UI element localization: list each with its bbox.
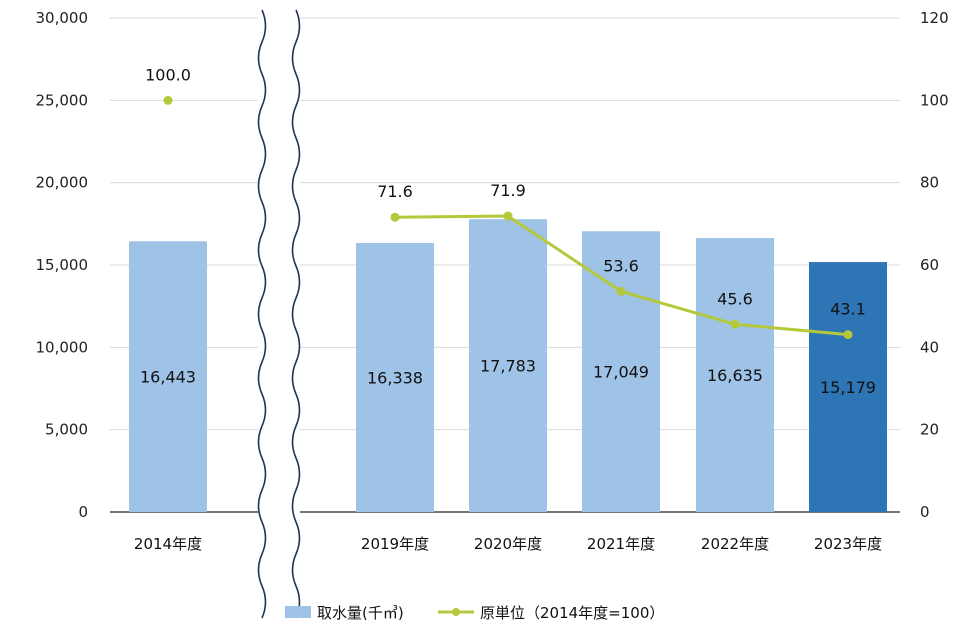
bar [129, 241, 207, 513]
bar-value-label: 17,783 [480, 357, 536, 376]
bar-value-label: 16,443 [140, 368, 196, 387]
x-tick-label: 2023年度 [814, 535, 882, 553]
line-point [843, 330, 853, 340]
line-series [163, 95, 853, 340]
bar-value-label: 17,049 [593, 363, 649, 382]
line-value-label: 53.6 [603, 256, 639, 275]
y-left-tick-label: 30,000 [36, 9, 89, 27]
x-tick-label: 2020年度 [474, 535, 542, 553]
bar-value-label: 16,635 [707, 366, 763, 385]
y-right-tick-label: 0 [920, 503, 930, 521]
line-point [390, 212, 400, 222]
y-axis-right: 0 20 40 60 80 100 120 [920, 9, 949, 521]
line-value-label: 100.0 [145, 65, 191, 84]
bar [696, 238, 774, 512]
line-value-label: 71.9 [490, 181, 526, 200]
x-tick-label: 2019年度 [361, 535, 429, 553]
y-right-tick-label: 80 [920, 174, 939, 192]
y-right-tick-label: 60 [920, 256, 939, 274]
legend-swatch-bar [285, 606, 311, 618]
legend-label-bar: 取水量(千㎥) [317, 604, 404, 622]
y-right-tick-label: 40 [920, 338, 939, 356]
legend: 取水量(千㎥) 原単位（2014年度=100） [285, 604, 664, 622]
x-tick-label: 2022年度 [701, 535, 769, 553]
bar-value-label: 15,179 [820, 378, 876, 397]
x-tick-label: 2021年度 [587, 535, 655, 553]
bar-value-label: 16,338 [367, 368, 423, 387]
line-point [503, 211, 513, 221]
line-value-label: 71.6 [377, 182, 413, 201]
x-tick-label: 2014年度 [134, 535, 202, 553]
y-left-tick-label: 15,000 [36, 256, 89, 274]
y-axis-left: 0 5,000 10,000 15,000 20,000 25,000 30,000 [36, 9, 89, 521]
axis-break-wave [291, 9, 301, 619]
y-right-tick-label: 20 [920, 421, 939, 439]
data-labels: 16,443 16,338 17,783 17,049 16,635 15,179 100.… [140, 65, 876, 397]
y-left-tick-label: 5,000 [45, 421, 88, 439]
legend-label-line: 原単位（2014年度=100） [480, 604, 664, 622]
line-point [730, 319, 740, 329]
y-left-tick-label: 20,000 [36, 174, 89, 192]
bar [809, 262, 887, 512]
y-right-tick-label: 100 [920, 91, 949, 109]
line-point [616, 286, 626, 296]
line-value-label: 43.1 [830, 300, 866, 319]
axis-break-wave [257, 9, 267, 619]
y-left-tick-label: 25,000 [36, 91, 89, 109]
bar [356, 242, 434, 513]
line-point [163, 95, 173, 105]
legend-swatch-marker [452, 608, 460, 616]
y-right-tick-label: 120 [920, 9, 949, 27]
bar [469, 219, 547, 512]
line-value-label: 45.6 [717, 289, 753, 308]
x-axis-labels: 2014年度 2019年度 2020年度 2021年度 2022年度 2023年度 [134, 535, 882, 553]
y-left-tick-label: 10,000 [36, 338, 89, 356]
axis-break [257, 9, 301, 619]
bar [582, 231, 660, 512]
y-left-tick-label: 0 [78, 503, 88, 521]
bars [129, 219, 887, 513]
